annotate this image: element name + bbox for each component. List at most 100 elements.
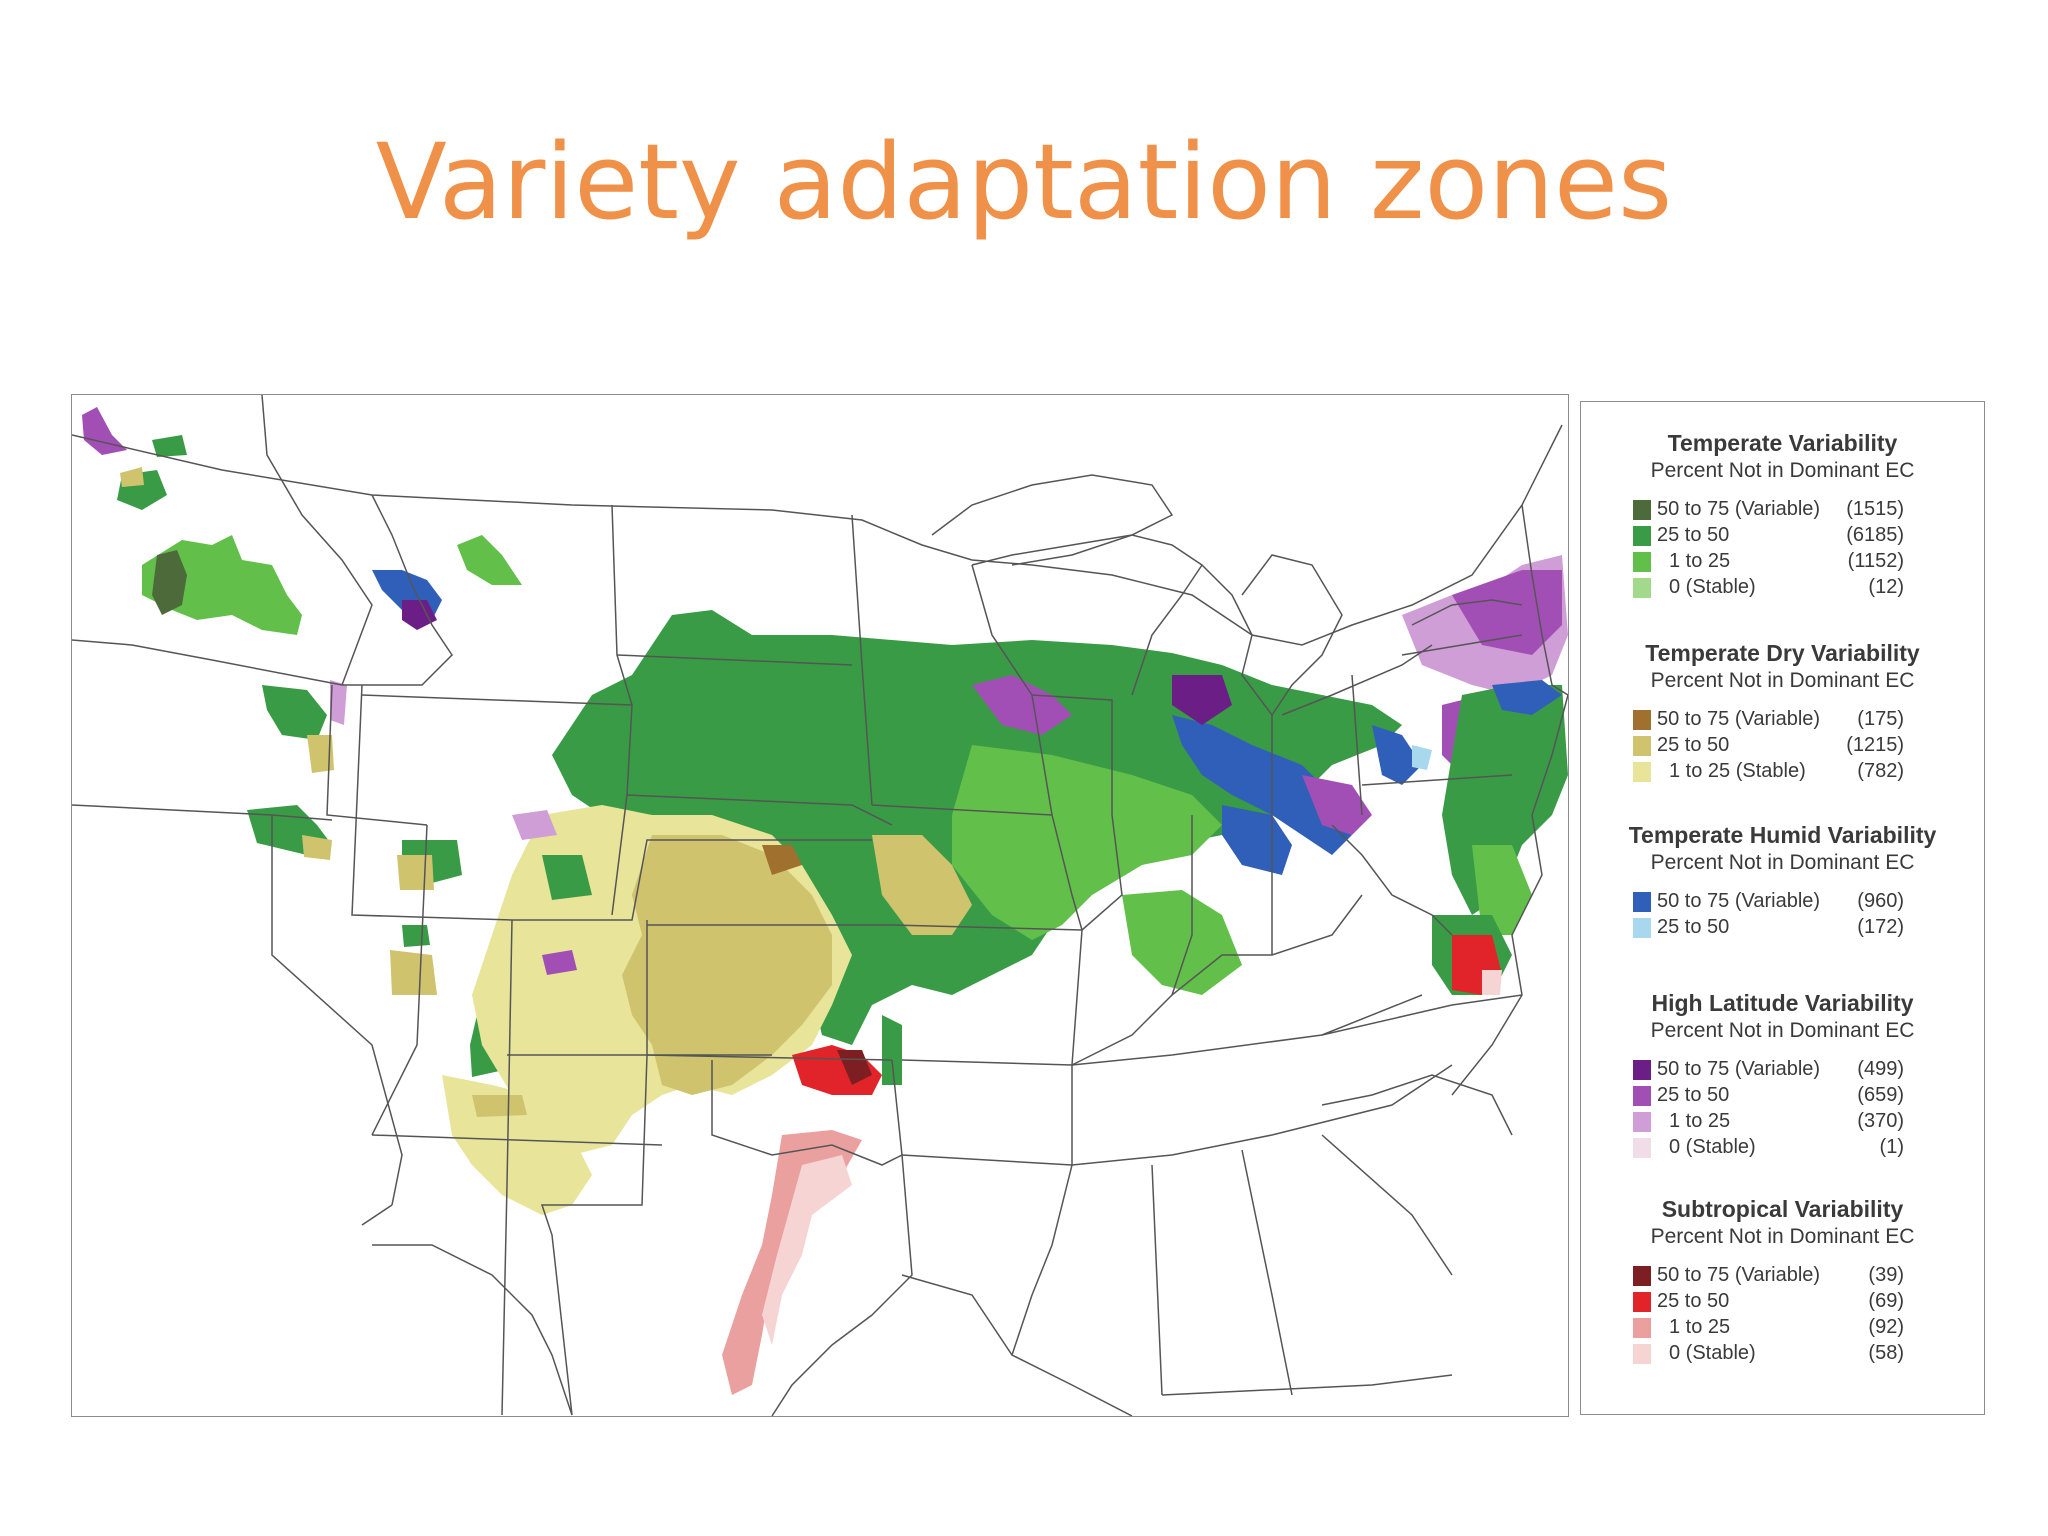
legend-label: 50 to 75 (Variable) — [1657, 1264, 1821, 1286]
region-highlat-mt — [402, 600, 437, 630]
legend-swatch — [1633, 500, 1651, 520]
border-wa-or — [72, 639, 343, 686]
legend-label: 50 to 75 (Variable) — [1657, 890, 1821, 912]
legend-section: Temperate Humid Variability Percent Not i… — [1581, 822, 1984, 941]
border-pa-oh — [1351, 674, 1363, 816]
legend-count: (1215) — [1846, 734, 1904, 756]
legend-count: (172) — [1857, 916, 1904, 938]
legend-row: 25 to 50 (69) — [1581, 1289, 1984, 1315]
region-temperate-dry-ne-band — [872, 835, 972, 935]
legend-row: 25 to 50 (6185) — [1581, 523, 1984, 549]
border-lake-huron — [1241, 554, 1343, 716]
legend-row: 25 to 50 (172) — [1581, 915, 1984, 941]
legend-section: Temperate Variability Percent Not in Domi… — [1581, 430, 1984, 601]
region-temperate-light-iowa — [952, 745, 1222, 940]
region-highlat-co — [542, 950, 577, 975]
legend-label: 1 to 25 — [1669, 550, 1731, 572]
border-mn-wi — [971, 564, 1053, 816]
legend-swatch — [1633, 526, 1651, 546]
legend-row: 50 to 75 (Variable) (960) — [1581, 889, 1984, 915]
legend-label: 0 (Stable) — [1669, 576, 1756, 598]
legend-label: 25 to 50 — [1657, 1084, 1730, 1106]
legend-label: 25 to 50 — [1657, 734, 1730, 756]
border-sc-nc — [1321, 1074, 1513, 1136]
legend-row: 0 (Stable) (12) — [1581, 575, 1984, 601]
border-canada — [72, 424, 1563, 646]
region-temperate-dry-az — [390, 950, 437, 995]
legend-swatch — [1633, 1138, 1651, 1158]
legend-label: 25 to 50 — [1657, 916, 1730, 938]
region-humid-light-pa — [1412, 745, 1432, 770]
border-ms-al — [1151, 1164, 1163, 1396]
border-ca-nv — [271, 815, 403, 1206]
legend-count: (6185) — [1846, 524, 1904, 546]
legend-label: 50 to 75 (Variable) — [1657, 708, 1821, 730]
border-ca-az — [361, 1204, 393, 1226]
region-highlat-wy — [512, 810, 557, 840]
legend-count: (69) — [1868, 1290, 1904, 1312]
border-ok-tx — [711, 1060, 903, 1166]
region-temperate-co-small — [542, 855, 592, 900]
border-mt-wy — [361, 694, 633, 706]
border-tx-coast — [771, 1154, 913, 1416]
border-wy-id — [351, 684, 513, 921]
legend-count: (39) — [1868, 1264, 1904, 1286]
region-temperate-wa-small — [152, 435, 187, 457]
legend-label: 25 to 50 — [1657, 524, 1730, 546]
legend-count: (58) — [1868, 1342, 1904, 1364]
us-adaptation-map — [71, 394, 1569, 1417]
legend-swatch — [1633, 1344, 1651, 1364]
border-ga-fl — [1161, 1374, 1453, 1396]
region-humid-in — [1222, 805, 1292, 875]
region-temperate-dry-ut — [397, 855, 434, 890]
border-ar-la — [901, 1154, 1073, 1166]
border-tn-ms — [1071, 1064, 1453, 1166]
legend-swatch — [1633, 552, 1651, 572]
region-temperate-dry-ks-dark — [762, 845, 802, 875]
legend-row: 1 to 25 (370) — [1581, 1109, 1984, 1135]
border-tx-mexico — [372, 1244, 573, 1416]
border-co-ne — [512, 839, 872, 921]
legend-swatch — [1633, 1112, 1651, 1132]
border-nd-mn — [851, 514, 873, 806]
region-temperate-light-il — [1122, 890, 1242, 995]
legend-swatch — [1633, 1318, 1651, 1338]
border-michigan — [1131, 563, 1273, 815]
border-wv-va — [1331, 824, 1453, 936]
border-id-nv — [326, 684, 428, 826]
legend-row: 0 (Stable) (1) — [1581, 1135, 1984, 1161]
border-oh-river — [1071, 894, 1363, 1066]
legend-section-title: Temperate Dry Variability — [1645, 640, 1920, 666]
legend-section-subtitle: Percent Not in Dominant EC — [1650, 851, 1915, 874]
border-wi-il — [1031, 694, 1123, 931]
legend-count: (92) — [1868, 1316, 1904, 1338]
border-pa-md — [1361, 774, 1513, 786]
border-mt-nd — [611, 504, 633, 706]
legend-label: 50 to 75 (Variable) — [1657, 498, 1821, 520]
border-wa-id — [261, 395, 373, 686]
border-nv-ut — [371, 824, 428, 1136]
border-new-england — [1521, 504, 1568, 696]
legend-row: 50 to 75 (Variable) (175) — [1581, 707, 1984, 733]
legend-section-subtitle: Percent Not in Dominant EC — [1650, 459, 1915, 482]
region-temperate-or — [262, 685, 327, 740]
legend-swatch — [1633, 1060, 1651, 1080]
region-temperate-ok — [882, 1015, 902, 1085]
border-ok-ar — [891, 1059, 903, 1156]
legend-count: (1) — [1879, 1136, 1904, 1158]
legend-row: 25 to 50 (1215) — [1581, 733, 1984, 759]
legend-row: 50 to 75 (Variable) (1515) — [1581, 497, 1984, 523]
border-east-coast — [1451, 694, 1568, 1096]
region-temperate-pnw — [142, 535, 302, 635]
legend-swatch — [1633, 578, 1651, 598]
legend-swatch — [1633, 918, 1651, 938]
legend-section: High Latitude Variability Percent Not in … — [1581, 990, 1984, 1161]
region-temperate-dry-mt — [472, 1095, 527, 1117]
legend-section-title: Temperate Variability — [1667, 430, 1898, 456]
border-ky-tn — [1071, 994, 1423, 1066]
region-temperate-mt-north — [457, 535, 522, 585]
region-temperate-va — [1472, 845, 1532, 935]
legend-section-title: Temperate Humid Variability — [1628, 822, 1937, 848]
region-highlat-wi — [972, 675, 1072, 735]
region-temperate-dry-id — [302, 835, 332, 860]
